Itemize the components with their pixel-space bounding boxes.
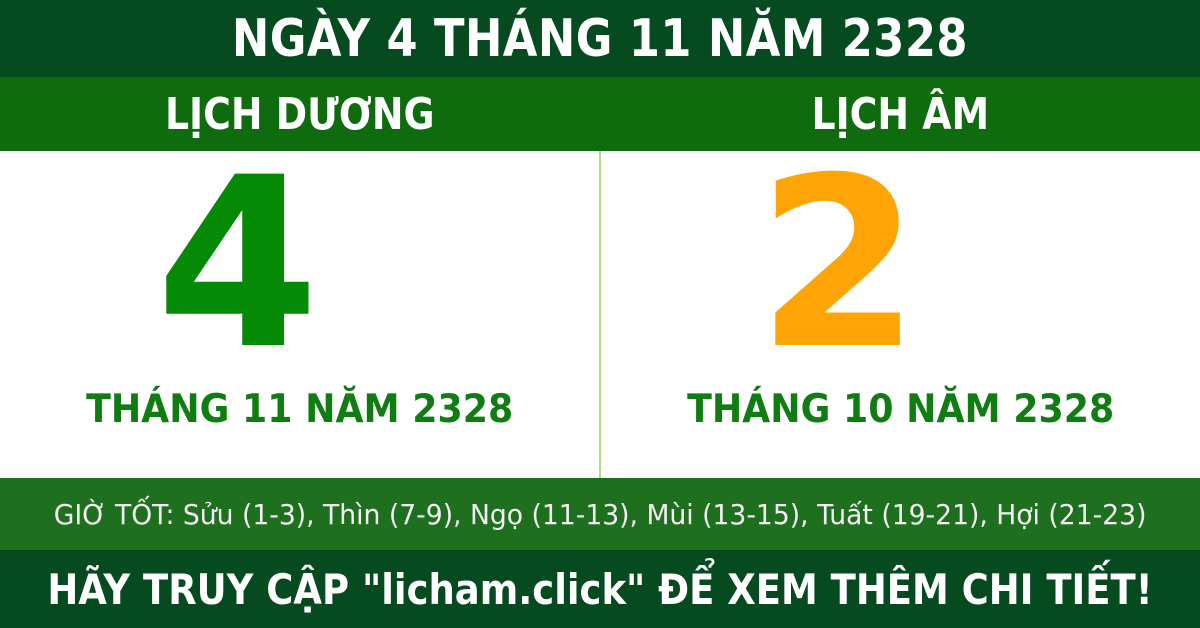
good-hours-text: GIỜ TỐT: Sửu (1-3), Thìn (7-9), Ngọ (11-… [53,497,1147,531]
solar-panel: 4 THÁNG 11 NĂM 2328 [0,127,599,478]
calendar-panels: 4 THÁNG 11 NĂM 2328 2 THÁNG 10 NĂM 2328 [0,127,1200,478]
lunar-calendar-header: LỊCH ÂM [600,77,1200,151]
lunar-day-number: 2 [756,127,921,401]
date-banner: NGÀY 4 THÁNG 11 NĂM 2328 [0,0,1200,77]
calendar-type-headers: LỊCH DƯƠNG LỊCH ÂM [0,77,1200,151]
solar-day-number: 4 [155,127,320,401]
footer-banner: HÃY TRUY CẬP "licham.click" ĐỂ XEM THÊM … [0,550,1200,628]
solar-calendar-header-label: LỊCH DƯƠNG [165,88,435,140]
lunar-month-year-label: THÁNG 10 NĂM 2328 [686,387,1115,432]
solar-month-year-label: THÁNG 11 NĂM 2328 [85,387,514,432]
solar-month-year: THÁNG 11 NĂM 2328 [70,390,529,429]
date-banner-title: NGÀY 4 THÁNG 11 NĂM 2328 [231,8,969,69]
solar-calendar-header: LỊCH DƯƠNG [0,77,600,151]
lunar-month-year: THÁNG 10 NĂM 2328 [671,390,1130,429]
lunar-calendar-header-label: LỊCH ÂM [811,88,989,140]
good-hours-bar: GIỜ TỐT: Sửu (1-3), Thìn (7-9), Ngọ (11-… [0,478,1200,550]
footer-message: HÃY TRUY CẬP "licham.click" ĐỂ XEM THÊM … [47,564,1153,614]
panel-divider [599,151,601,478]
lunar-panel: 2 THÁNG 10 NĂM 2328 [601,127,1200,478]
